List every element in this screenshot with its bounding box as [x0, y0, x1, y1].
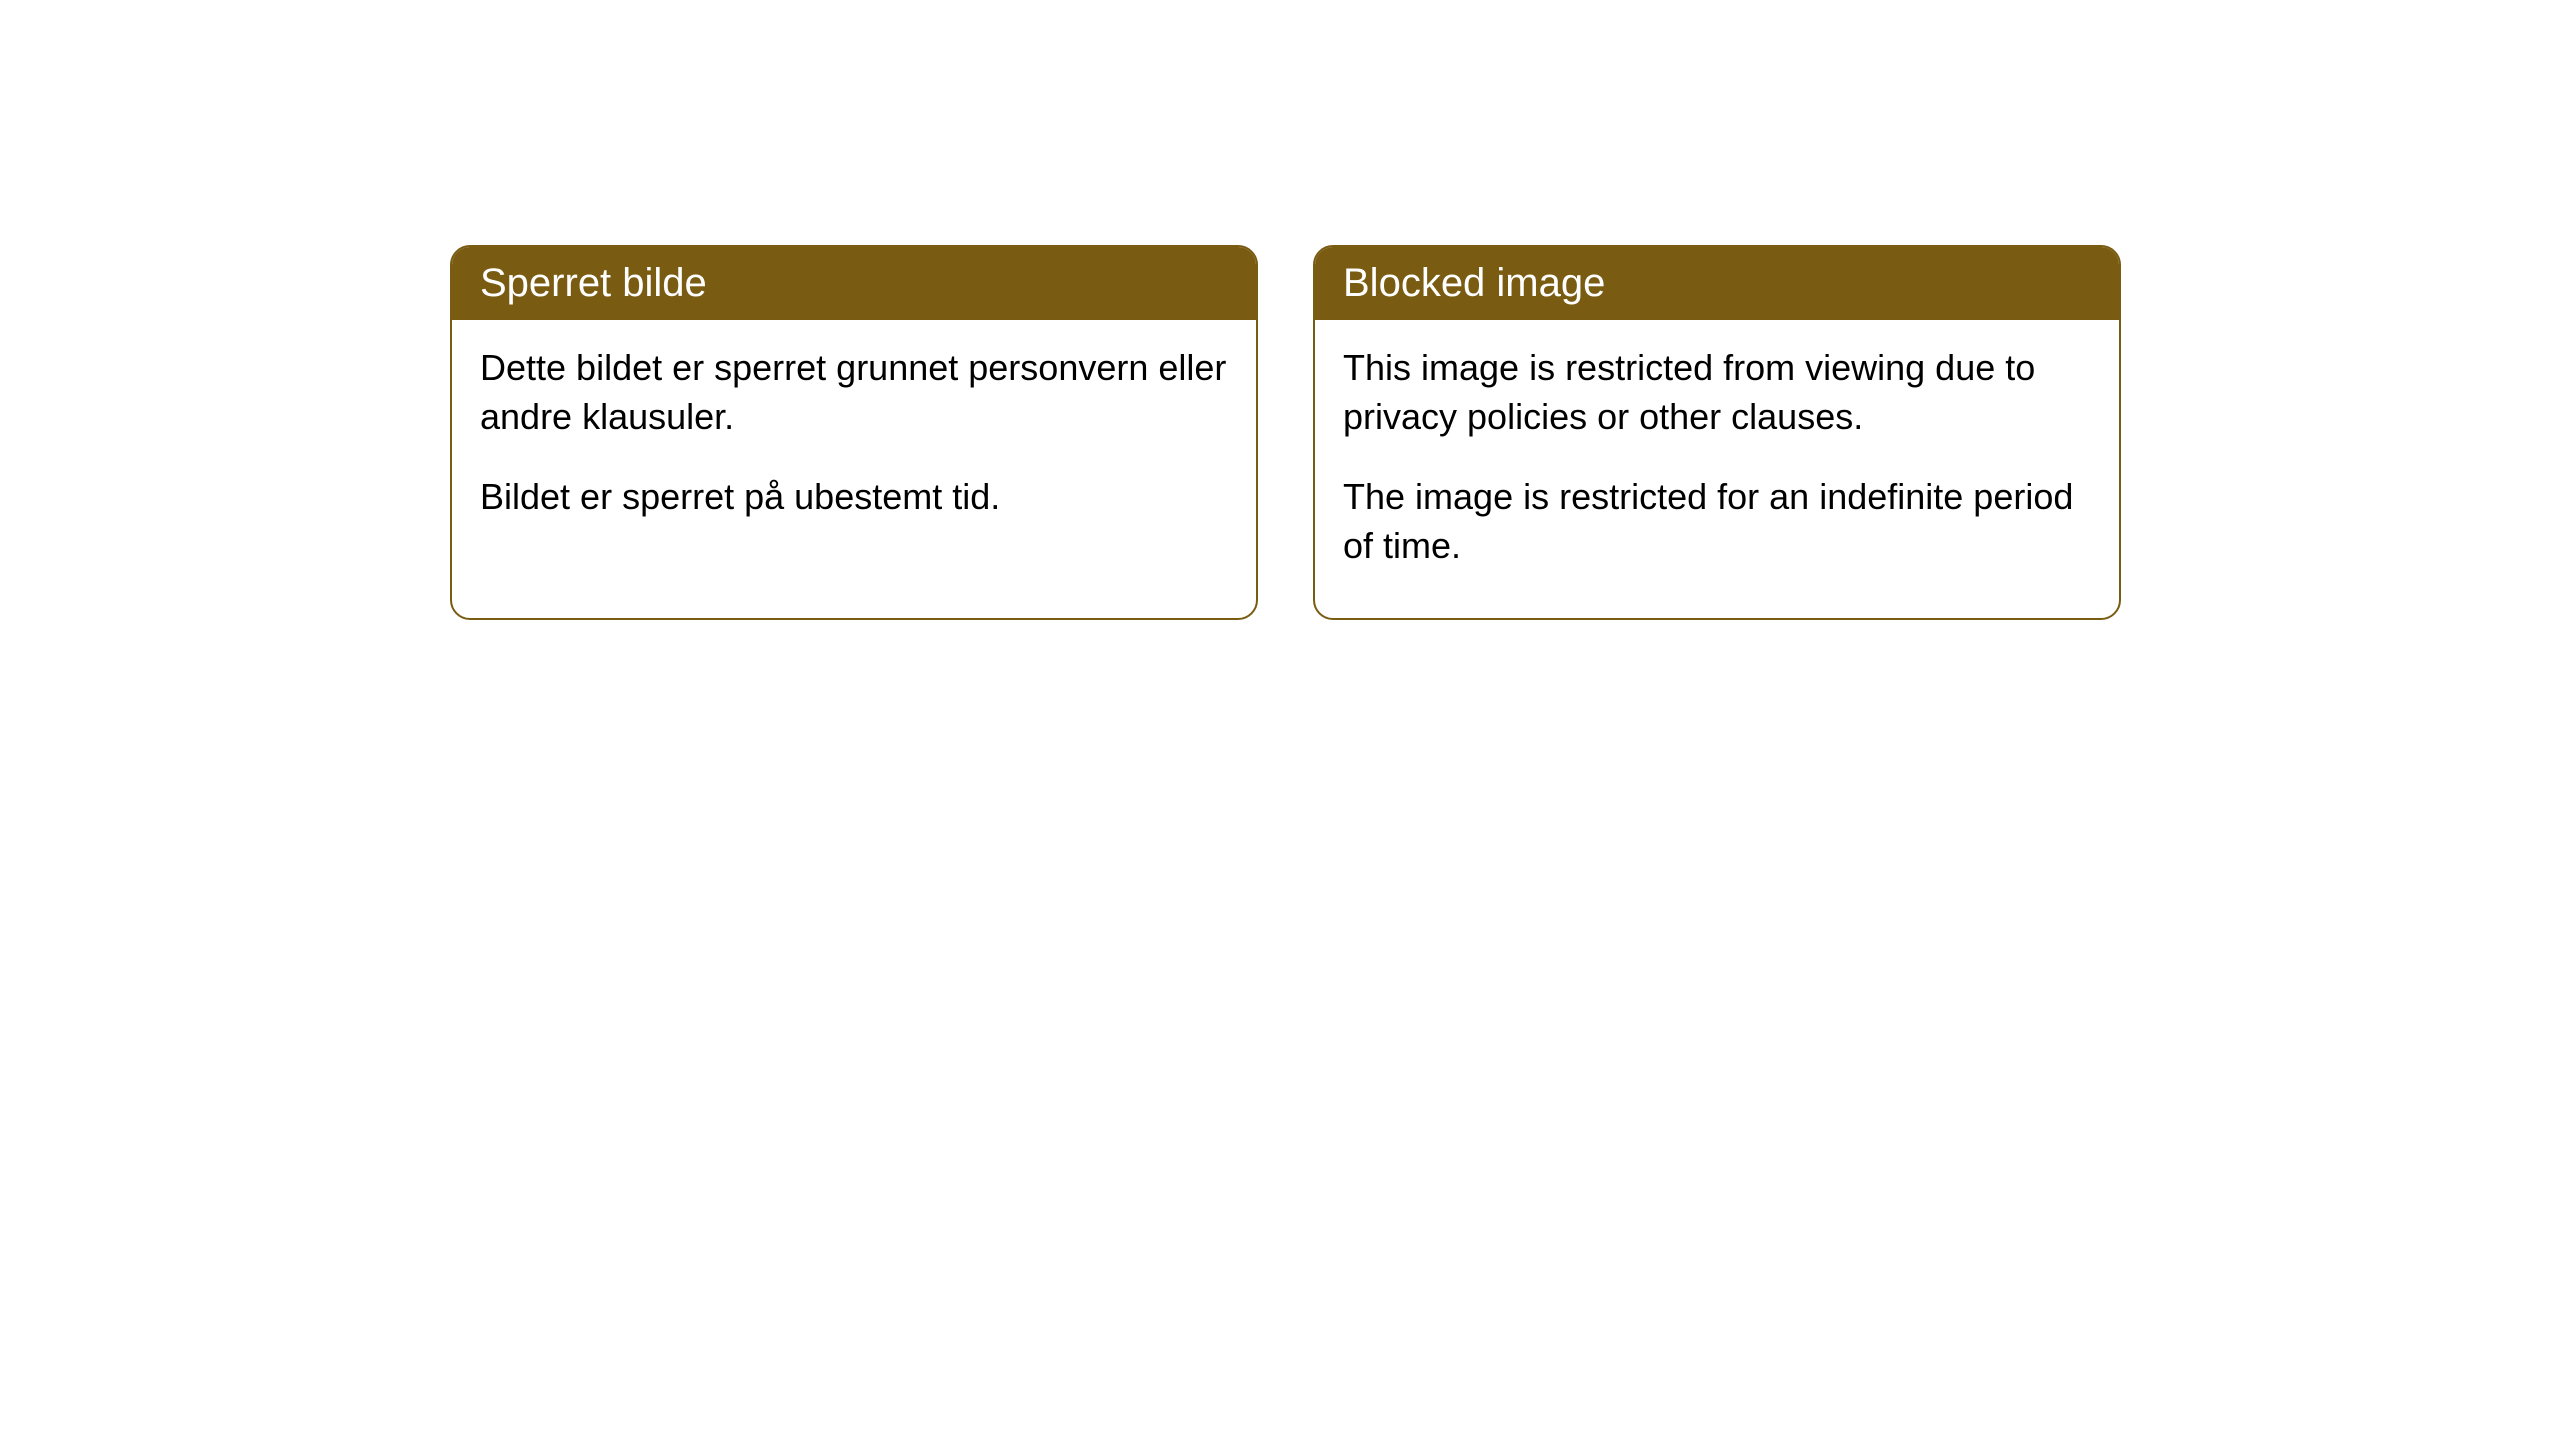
cards-container: Sperret bilde Dette bildet er sperret gr…	[450, 245, 2121, 620]
card-body: Dette bildet er sperret grunnet personve…	[452, 320, 1256, 570]
card-header: Sperret bilde	[452, 247, 1256, 320]
card-title: Blocked image	[1343, 261, 1605, 305]
card-body: This image is restricted from viewing du…	[1315, 320, 2119, 618]
notice-card-english: Blocked image This image is restricted f…	[1313, 245, 2121, 620]
card-header: Blocked image	[1315, 247, 2119, 320]
card-title: Sperret bilde	[480, 261, 707, 305]
card-paragraph-2: Bildet er sperret på ubestemt tid.	[480, 473, 1228, 522]
card-paragraph-2: The image is restricted for an indefinit…	[1343, 473, 2091, 570]
card-paragraph-1: This image is restricted from viewing du…	[1343, 344, 2091, 441]
card-paragraph-1: Dette bildet er sperret grunnet personve…	[480, 344, 1228, 441]
notice-card-norwegian: Sperret bilde Dette bildet er sperret gr…	[450, 245, 1258, 620]
